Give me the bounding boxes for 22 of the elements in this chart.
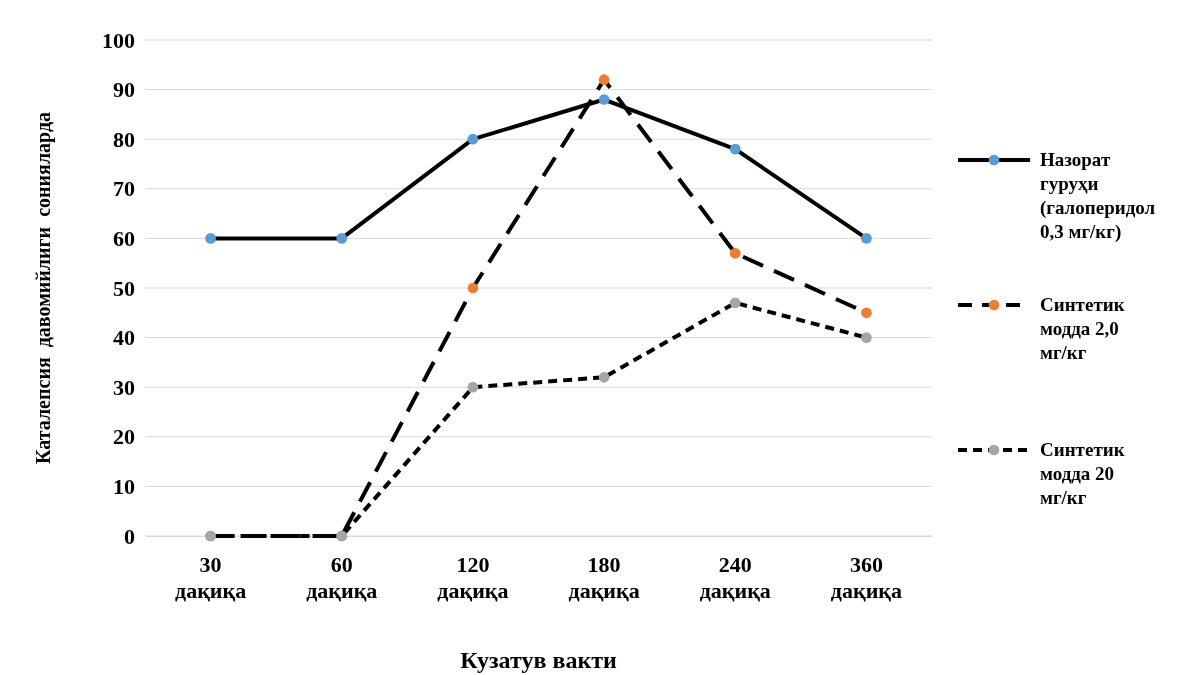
y-tick-label: 30 — [113, 374, 135, 400]
y-tick-label: 60 — [113, 225, 135, 251]
y-axis-title: Каталепсия давомийлиги сонияларда — [32, 111, 55, 465]
y-tick-label: 0 — [124, 523, 135, 549]
x-tick-label: 30 дақиқа — [175, 552, 247, 603]
x-tick-label: 240 дақиқа — [699, 552, 771, 603]
y-tick-label: 70 — [113, 176, 135, 202]
y-tick-label: 50 — [113, 275, 135, 301]
x-axis-title: Кузатув вакти — [460, 647, 617, 673]
legend-label: Синтетик модда 20 мг/кг — [1040, 439, 1125, 508]
x-tick-label: 180 дақиқа — [568, 552, 640, 603]
x-tick-label: 60 дақиқа — [306, 552, 378, 603]
y-tick-label: 10 — [113, 473, 135, 499]
legend-label: Назорат гуруҳи (галоперидол 0,3 мг/кг) — [1040, 149, 1156, 243]
y-tick-label: 20 — [113, 424, 135, 450]
x-tick-label: 120 дақиқа — [437, 552, 509, 603]
legend-label: Синтетик модда 2,0 мг/кг — [1040, 294, 1125, 363]
y-tick-label: 90 — [113, 77, 135, 103]
y-tick-label: 100 — [102, 27, 135, 53]
y-tick-label: 80 — [113, 126, 135, 152]
y-tick-label: 40 — [113, 325, 135, 351]
x-tick-label: 360 дақиқа — [830, 552, 902, 603]
